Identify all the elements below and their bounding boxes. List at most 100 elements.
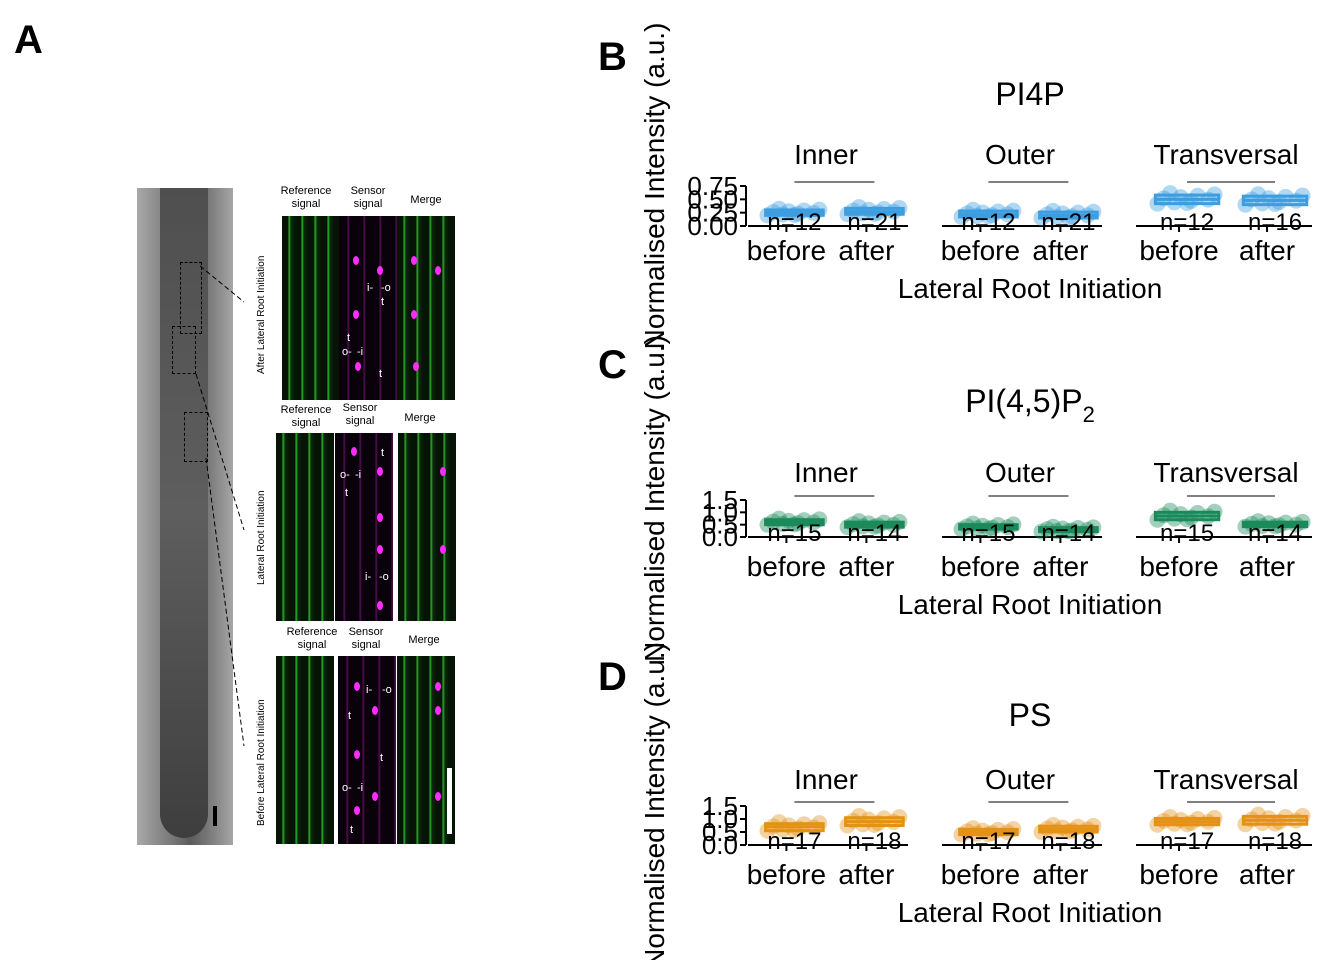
merge-image-after xyxy=(397,216,455,400)
n-label: n=18 xyxy=(1041,828,1095,855)
reference-image-lri xyxy=(276,433,334,621)
facet-label-inner: Inner xyxy=(794,457,858,488)
n-label: n=12 xyxy=(1160,209,1214,236)
root-core xyxy=(160,188,208,838)
category-label-before: before xyxy=(747,551,826,582)
category-label-after: after xyxy=(1239,859,1295,890)
scale-bar-micro xyxy=(447,768,452,834)
n-label: n=14 xyxy=(1041,520,1095,547)
panel-letter-c: C xyxy=(598,343,627,387)
y-axis-label: Normalised Intensity (a.u.) xyxy=(639,23,670,350)
n-label: n=21 xyxy=(847,209,901,236)
data-point xyxy=(851,807,868,824)
chart-title: PI4P xyxy=(995,76,1064,112)
chart-title: PI(4,5)P2 xyxy=(965,383,1095,427)
category-label-after: after xyxy=(838,235,894,266)
x-axis-label: Lateral Root Initiation xyxy=(898,897,1163,928)
y-axis-label: Normalised Intensity (a.u.) xyxy=(639,335,670,662)
sensor-image-after: i- -o t t o- -i t xyxy=(339,216,397,400)
n-label: n=17 xyxy=(1160,828,1214,855)
y-tick-label: 1.0 xyxy=(702,497,738,527)
header-sensor: Sensor signal xyxy=(342,402,378,427)
category-label-before: before xyxy=(941,859,1020,890)
n-label: n=12 xyxy=(767,209,821,236)
header-reference: Reference signal xyxy=(280,404,332,429)
facet-label-inner: Inner xyxy=(794,139,858,170)
panel-a-letter: A xyxy=(14,18,43,62)
data-point xyxy=(1172,189,1189,206)
n-label: n=14 xyxy=(847,520,901,547)
n-label: n=21 xyxy=(1041,209,1095,236)
facet-label-outer: Outer xyxy=(985,139,1055,170)
facet-label-outer: Outer xyxy=(985,764,1055,795)
data-point xyxy=(1172,506,1189,523)
y-tick-label: 1.5 xyxy=(702,485,738,515)
y-tick-label: 0.5 xyxy=(702,817,738,847)
n-label: n=16 xyxy=(1248,209,1302,236)
category-label-before: before xyxy=(1139,551,1218,582)
facet-label-transversal: Transversal xyxy=(1153,457,1298,488)
n-label: n=12 xyxy=(961,209,1015,236)
y-tick-label: 0.0 xyxy=(702,830,738,860)
y-tick-label: 1.0 xyxy=(702,804,738,834)
header-sensor: Sensor signal xyxy=(350,185,386,210)
facet-label-transversal: Transversal xyxy=(1153,764,1298,795)
n-label: n=15 xyxy=(961,520,1015,547)
facet-label-outer: Outer xyxy=(985,457,1055,488)
sensor-image-before: i- -o t t o- -i t xyxy=(338,656,396,844)
n-label: n=18 xyxy=(847,828,901,855)
n-label: n=15 xyxy=(767,520,821,547)
data-point xyxy=(860,811,877,828)
category-label-before: before xyxy=(1139,235,1218,266)
chart-title: PS xyxy=(1009,697,1052,733)
x-axis-label: Lateral Root Initiation xyxy=(898,273,1163,304)
panel-letter-b: B xyxy=(598,35,627,79)
panel-letter-d: D xyxy=(598,655,627,699)
y-axis-label: Normalised Intensity (a.u.) xyxy=(639,642,670,960)
category-label-after: after xyxy=(1239,235,1295,266)
y-tick-label: 0.5 xyxy=(702,510,738,540)
y-tick-label: 0.75 xyxy=(687,171,738,201)
x-axis-label: Lateral Root Initiation xyxy=(898,589,1163,620)
facet-label-inner: Inner xyxy=(794,764,858,795)
n-label: n=15 xyxy=(1160,520,1214,547)
header-sensor: Sensor signal xyxy=(348,626,384,651)
header-reference: Reference signal xyxy=(280,185,332,210)
data-point xyxy=(1260,190,1277,207)
reference-image-after xyxy=(282,216,340,400)
category-label-after: after xyxy=(1032,235,1088,266)
merge-image-lri xyxy=(398,433,456,621)
scale-bar-root xyxy=(213,806,217,826)
n-label: n=18 xyxy=(1248,828,1302,855)
header-reference: Reference signal xyxy=(286,626,338,651)
y-tick-label: 0.0 xyxy=(702,522,738,552)
category-label-before: before xyxy=(1139,859,1218,890)
data-point xyxy=(1250,186,1267,203)
n-label: n=17 xyxy=(767,828,821,855)
category-label-after: after xyxy=(1239,551,1295,582)
zoom-box-after xyxy=(180,262,202,334)
merge-image-before xyxy=(397,656,455,844)
category-label-after: after xyxy=(1032,859,1088,890)
header-merge: Merge xyxy=(404,412,436,424)
zoom-box-lri xyxy=(172,326,196,374)
header-merge: Merge xyxy=(410,194,442,206)
data-point xyxy=(1250,806,1267,823)
zoom-box-before xyxy=(184,412,208,462)
n-label: n=17 xyxy=(961,828,1015,855)
y-tick-label: 1.5 xyxy=(702,791,738,821)
y-tick-label: 0.50 xyxy=(687,184,738,214)
y-tick-label: 0.25 xyxy=(687,198,738,228)
category-label-before: before xyxy=(747,235,826,266)
data-point xyxy=(1260,810,1277,827)
y-tick-label: 0.00 xyxy=(687,211,738,241)
data-point xyxy=(1162,185,1179,202)
category-label-after: after xyxy=(1032,551,1088,582)
category-label-after: after xyxy=(838,551,894,582)
category-label-before: before xyxy=(941,235,1020,266)
category-label-after: after xyxy=(838,859,894,890)
category-label-before: before xyxy=(747,859,826,890)
header-merge: Merge xyxy=(408,634,440,646)
